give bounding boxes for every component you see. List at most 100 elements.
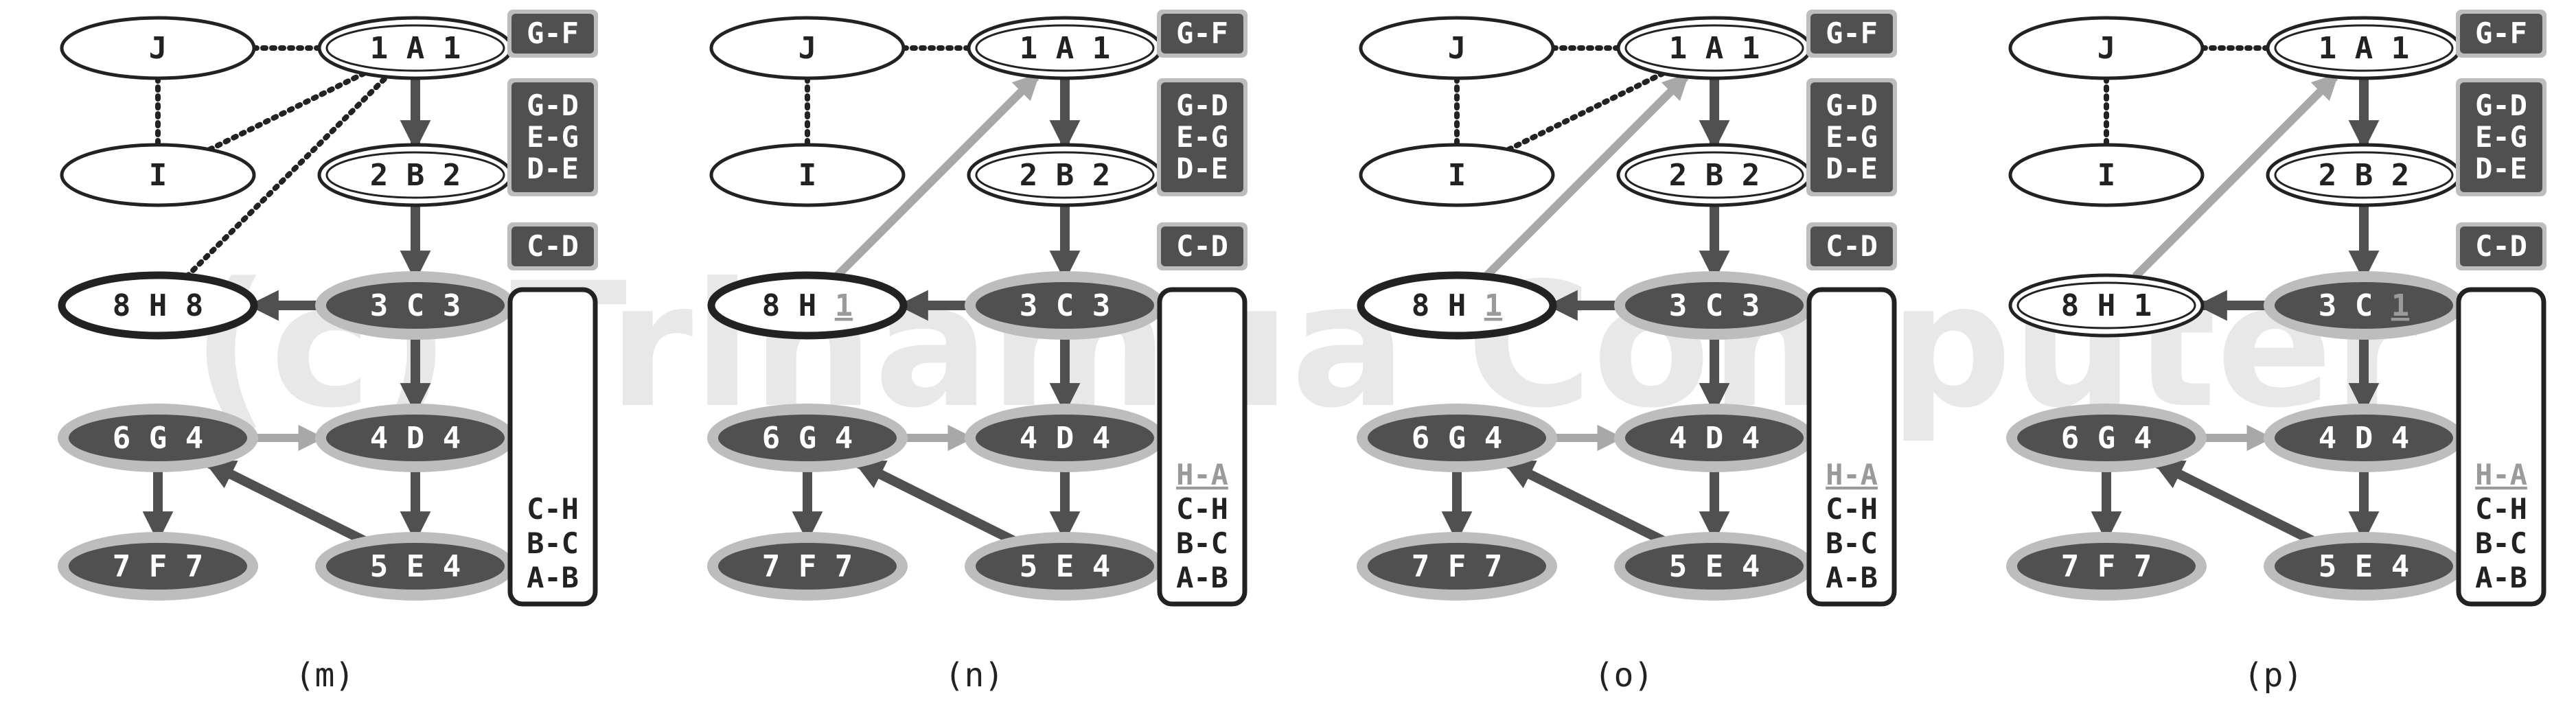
node-A: 1 A 1 — [2266, 16, 2462, 80]
box-gf-line: G-F — [1176, 16, 1228, 50]
box-gd-eg-de-line: G-D — [2475, 89, 2527, 122]
node-G: 6 G 4 — [58, 404, 258, 472]
box-gf: G-F — [1157, 10, 1247, 58]
node-J: J — [709, 16, 906, 80]
box-gf: G-F — [2456, 10, 2546, 58]
edge-H-A — [2132, 73, 2339, 280]
box-gf-line: G-F — [1826, 16, 1878, 50]
stack-item: A-B — [527, 561, 579, 594]
node-A: 1 A 1 — [967, 16, 1163, 80]
edge-E-G — [853, 458, 1016, 546]
node-label-D: 4 D 4 — [1669, 421, 1760, 456]
node-label-B: 2 B 2 — [2319, 158, 2409, 193]
box-gd-eg-de-line: E-G — [527, 120, 579, 154]
node-I: I — [2008, 143, 2205, 207]
node-D: 4 D 4 — [965, 404, 1165, 472]
node-F: 7 F 7 — [2006, 532, 2207, 601]
node-label-H: 8 H 1 — [2061, 288, 2152, 323]
node-label-A: 1 A 1 — [1669, 31, 1760, 66]
node-label-F: 7 F 7 — [762, 549, 853, 584]
stack-item: C-H — [2475, 492, 2527, 526]
node-label-J: J — [2097, 31, 2116, 66]
node-D: 4 D 4 — [315, 404, 516, 472]
box-gd-eg-de: G-DE-GD-E — [1806, 78, 1897, 196]
node-label-G: 6 G 4 — [1412, 421, 1502, 456]
stack-item: B-C — [1826, 526, 1878, 560]
node-label-A: 1 A 1 — [370, 31, 461, 66]
stack-box: H-AC-HB-CA-B — [2456, 287, 2546, 607]
node-label-E: 5 E 4 — [370, 549, 461, 584]
edge-H-A — [833, 73, 1040, 280]
edge-E-G — [203, 458, 367, 546]
box-gd-eg-de-line: D-E — [2475, 152, 2527, 185]
box-gd-eg-de: G-DE-GD-E — [2456, 78, 2546, 196]
box-cd: C-D — [1806, 222, 1897, 270]
node-G: 6 G 4 — [707, 404, 908, 472]
box-gd-eg-de-line: E-G — [1826, 120, 1878, 154]
node-C: 3 C 3 — [1614, 271, 1815, 340]
box-gd-eg-de-line: D-E — [1176, 152, 1228, 185]
box-gd-eg-de-line: D-E — [527, 152, 579, 185]
edge-H-A — [1482, 73, 1690, 280]
panel-caption: (o) — [1594, 656, 1654, 695]
box-cd: C-D — [2456, 222, 2546, 270]
node-highlight-digit: 1 — [1484, 288, 1503, 323]
panels-group: J I 1 A 1 2 B 2 8 H 8 3 C 3 6 G 4 4 D 4 7 F 7 5 E… — [58, 10, 2546, 695]
box-gd-eg-de-line: G-D — [1826, 89, 1878, 122]
node-label-C: 3 C 1 — [2319, 288, 2409, 323]
node-label-F: 7 F 7 — [2061, 549, 2152, 584]
box-gf: G-F — [1806, 10, 1897, 58]
node-label-F: 7 F 7 — [113, 549, 203, 584]
box-gd-eg-de: G-DE-GD-E — [507, 78, 598, 196]
stack-item: A-B — [1826, 561, 1878, 594]
node-label-C: 3 C 3 — [370, 288, 461, 323]
node-F: 7 F 7 — [707, 532, 908, 601]
node-E: 5 E 4 — [1614, 532, 1815, 601]
box-gf-line: G-F — [527, 16, 579, 50]
node-C: 3 C 3 — [315, 271, 516, 340]
node-I: I — [60, 143, 256, 207]
node-H: 8 H 1 — [1357, 271, 1557, 340]
node-B: 2 B 2 — [1616, 143, 1813, 207]
box-gd-eg-de-line: E-G — [2475, 120, 2527, 154]
node-A: 1 A 1 — [317, 16, 514, 80]
node-label-H: 8 H 8 — [113, 288, 203, 323]
node-E: 5 E 4 — [2264, 532, 2464, 601]
node-label-E: 5 E 4 — [2319, 549, 2409, 584]
stack-item: H-A — [2475, 458, 2527, 491]
node-G: 6 G 4 — [1357, 404, 1557, 472]
node-label-B: 2 B 2 — [1669, 158, 1760, 193]
stack-item: H-A — [1176, 458, 1228, 491]
box-cd: C-D — [507, 222, 598, 270]
node-F: 7 F 7 — [1357, 532, 1557, 601]
node-D: 4 D 4 — [2264, 404, 2464, 472]
node-H: 8 H 1 — [2008, 273, 2205, 338]
node-label-J: J — [798, 31, 817, 66]
node-C: 3 C 3 — [965, 271, 1165, 340]
box-gd-eg-de-line: D-E — [1826, 152, 1878, 185]
node-label-I: I — [2097, 158, 2116, 193]
box-gf: G-F — [507, 10, 598, 58]
panel-2: J I 1 A 1 2 B 2 8 H 1 3 C 3 6 G 4 4 D 4 7 F 7 5 E… — [707, 10, 1247, 695]
node-F: 7 F 7 — [58, 532, 258, 601]
node-I: I — [709, 143, 906, 207]
node-B: 2 B 2 — [317, 143, 514, 207]
node-label-G: 6 G 4 — [762, 421, 853, 456]
stack-item: B-C — [2475, 526, 2527, 560]
edge-I-A — [1506, 71, 1666, 152]
node-highlight-digit: 1 — [835, 288, 853, 323]
edge-H-A-dotted — [183, 73, 390, 280]
edge-E-G — [1502, 458, 1666, 546]
node-J: J — [2008, 16, 2205, 80]
node-label-G: 6 G 4 — [113, 421, 203, 456]
node-label-C: 3 C 3 — [1669, 288, 1760, 323]
node-label-A: 1 A 1 — [2319, 31, 2409, 66]
edge-I-A — [207, 71, 367, 152]
node-label-G: 6 G 4 — [2061, 421, 2152, 456]
node-label-J: J — [149, 31, 168, 66]
node-C: 3 C 1 — [2264, 271, 2464, 340]
box-cd-line: C-D — [1176, 229, 1228, 263]
stack-item: C-H — [1176, 492, 1228, 526]
node-B: 2 B 2 — [2266, 143, 2462, 207]
